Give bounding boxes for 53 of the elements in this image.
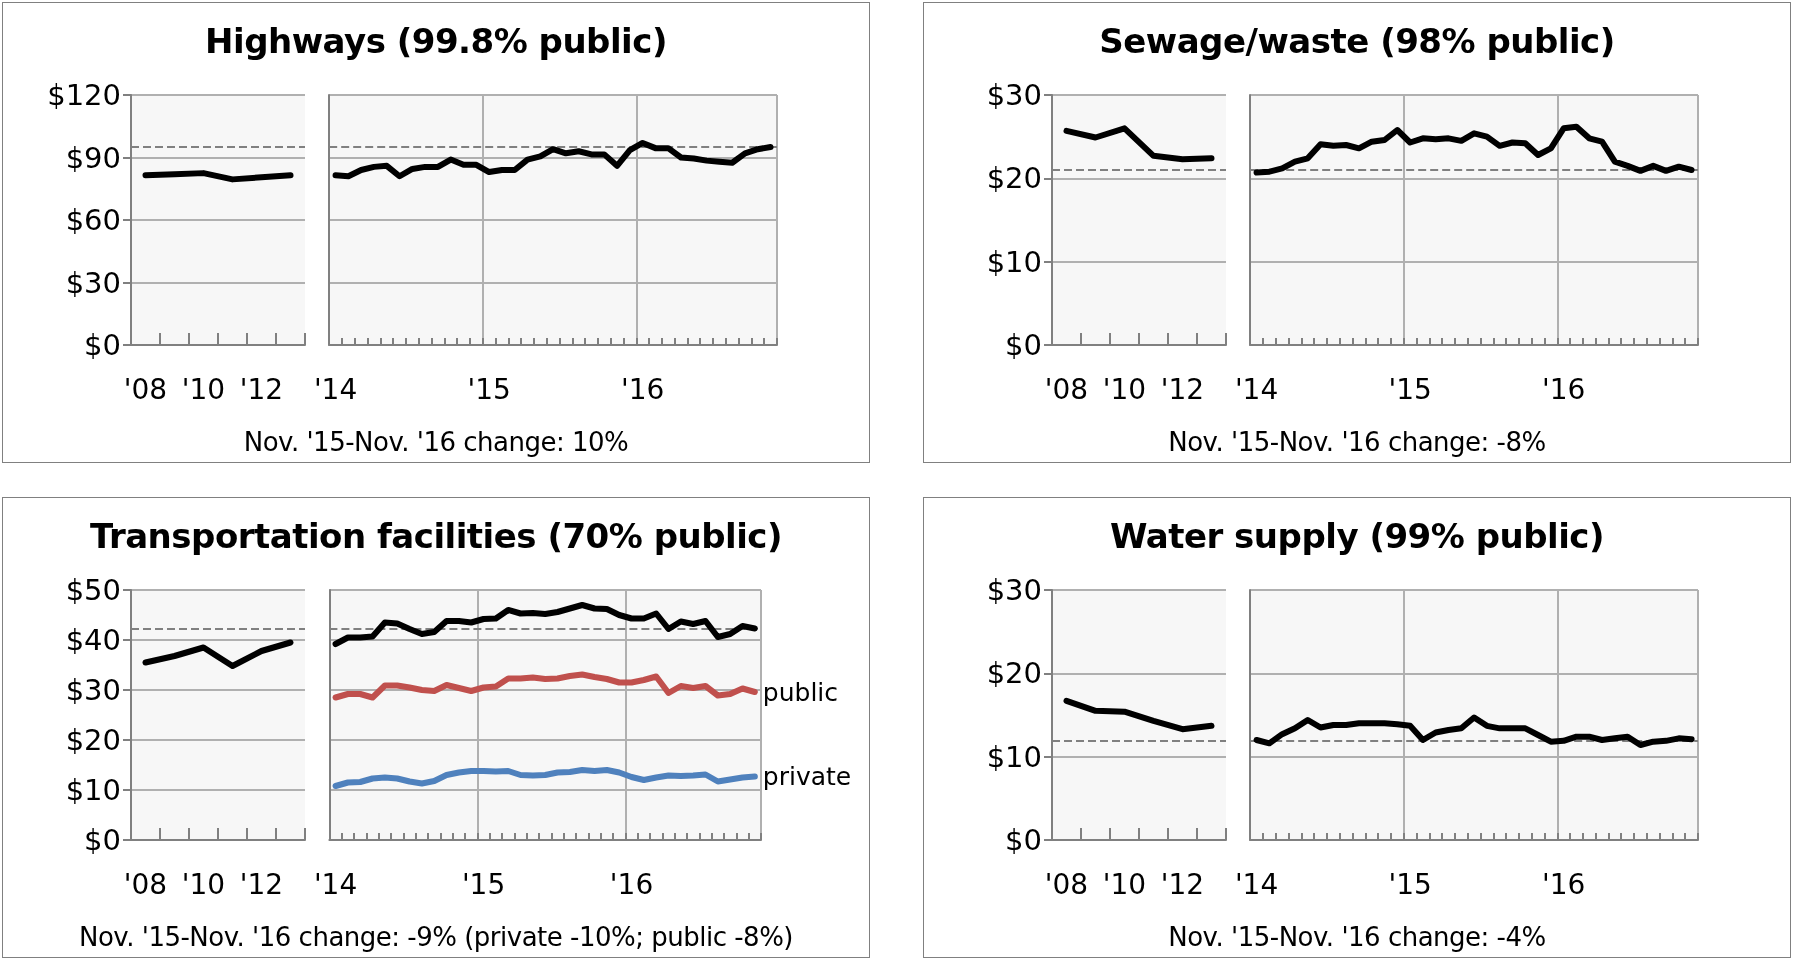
text: Nov. '15-Nov. '16 change: 10%: [242, 427, 630, 457]
y-tick-label: $90: [65, 140, 121, 175]
y-tick-label: $0: [1005, 823, 1042, 857]
x-tick-label: '14: [313, 372, 358, 406]
x-tick-label: '10: [1102, 372, 1147, 406]
text: Highways (99.8% public): [204, 21, 668, 61]
x-tick-label: '08: [1044, 867, 1089, 901]
x-tick-label: '14: [1234, 372, 1279, 406]
y-tick-label: $0: [1005, 328, 1042, 362]
x-tick-label: '12: [1160, 372, 1205, 406]
x-tick-label: '15: [1388, 372, 1432, 406]
y-tick-label: $60: [65, 203, 121, 237]
text: Sewage/waste (98% public): [1098, 21, 1616, 61]
x-tick-label: '08: [1044, 372, 1089, 406]
y-tick-label: $0: [84, 328, 121, 362]
x-tick-label: '12: [239, 372, 284, 406]
y-tick-label: $40: [65, 623, 121, 657]
x-tick-label: '16: [609, 867, 654, 901]
x-tick-label: '15: [467, 372, 511, 406]
y-tick-label: $30: [65, 673, 121, 707]
x-tick-label: '14: [313, 867, 358, 901]
y-tick-label: $0: [84, 823, 121, 857]
y-tick-label: $30: [986, 78, 1042, 112]
text: Nov. '15-Nov. '16 change: -4%: [1167, 922, 1547, 952]
x-tick-label: '10: [181, 867, 226, 901]
x-tick-label: '15: [1388, 867, 1432, 901]
x-tick-label: '14: [1234, 867, 1279, 901]
x-tick-label: '12: [239, 867, 284, 901]
series-label: public: [762, 677, 839, 707]
text: Water supply (99% public): [1108, 516, 1606, 556]
y-tick-label: $10: [986, 244, 1042, 279]
text: Nov. '15-Nov. '16 change: -8%: [1167, 427, 1547, 457]
y-tick-label: $30: [986, 573, 1042, 607]
y-tick-label: $10: [65, 773, 121, 807]
x-tick-label: '10: [181, 372, 226, 406]
y-tick-label: $10: [986, 739, 1042, 774]
text: Transportation facilities (70% public): [88, 516, 784, 556]
x-tick-label: '08: [123, 867, 168, 901]
y-tick-label: $120: [47, 78, 121, 112]
text: Nov. '15-Nov. '16 change: -9% (private -10%; public -8%): [78, 922, 794, 952]
x-tick-label: '16: [620, 372, 665, 406]
series-label: private: [762, 762, 852, 791]
y-tick-label: $20: [986, 656, 1042, 691]
x-tick-label: '10: [1102, 867, 1147, 901]
x-tick-label: '15: [461, 867, 506, 901]
y-tick-label: $50: [65, 573, 121, 607]
x-tick-label: '08: [123, 372, 168, 406]
x-tick-label: '16: [1541, 867, 1586, 901]
y-tick-label: $20: [986, 161, 1042, 196]
y-tick-label: $20: [65, 723, 121, 757]
x-tick-label: '12: [1160, 867, 1205, 901]
y-tick-label: $30: [65, 265, 121, 300]
x-tick-label: '16: [1541, 372, 1586, 406]
